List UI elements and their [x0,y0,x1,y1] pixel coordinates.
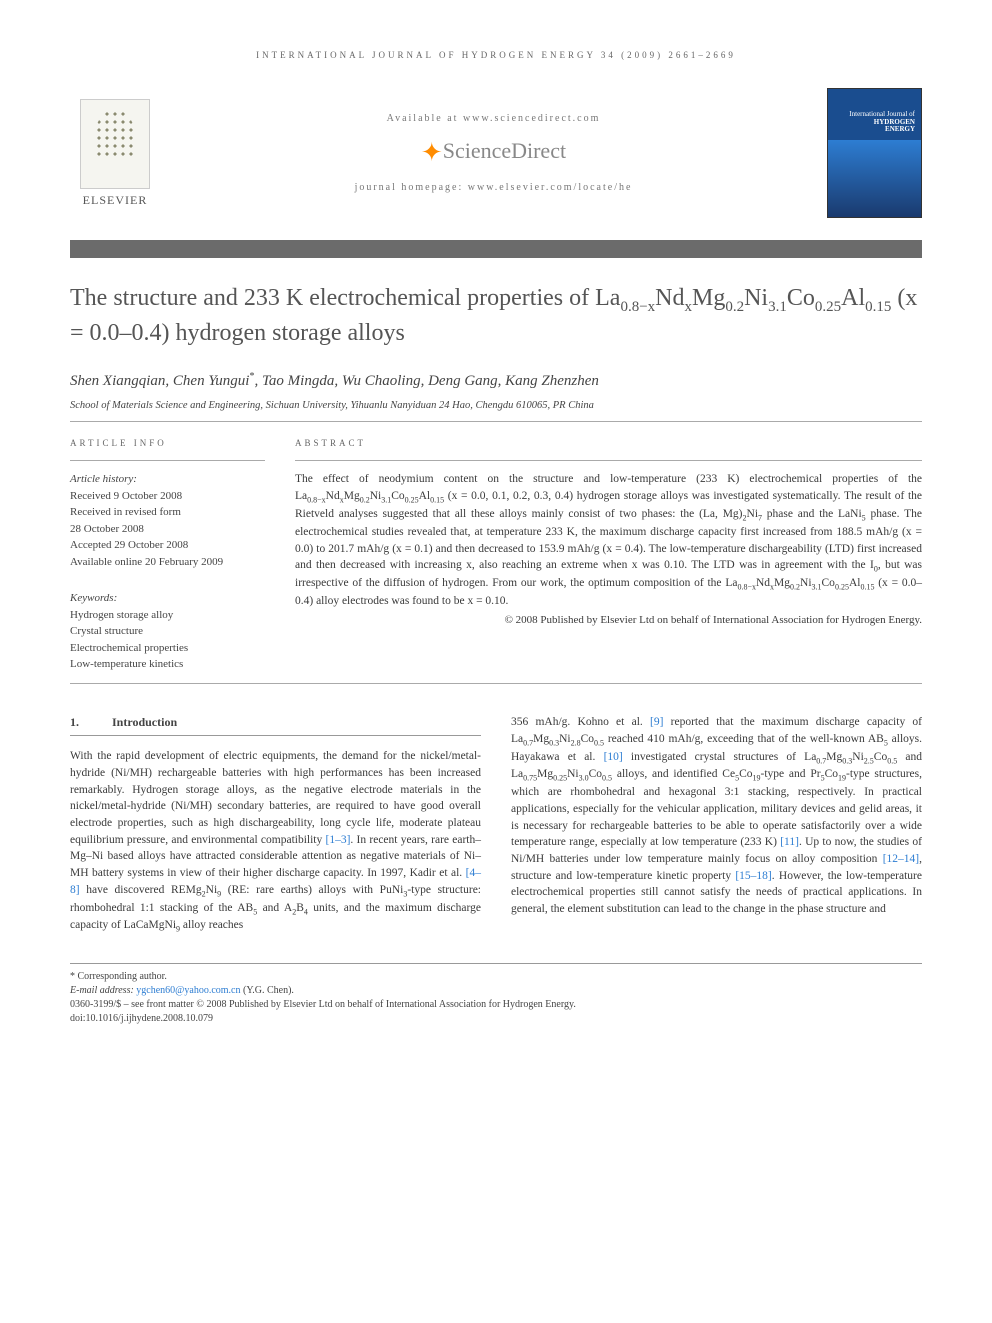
history-revised-2: 28 October 2008 [70,521,265,538]
history-revised-1: Received in revised form [70,504,265,521]
body-column-right: 356 mAh/g. Kohno et al. [9] reported tha… [511,714,922,935]
article-history: Article history: Received 9 October 2008… [70,471,265,570]
section-heading: 1.Introduction [70,714,481,736]
doi-line: doi:10.1016/j.ijhydene.2008.10.079 [70,1012,922,1026]
journal-cover-thumbnail: International Journal of HYDROGEN ENERGY [827,88,922,218]
email-name: (Y.G. Chen). [243,985,294,996]
cover-title: International Journal of HYDROGEN ENERGY [849,111,915,134]
article-info-label: ARTICLE INFO [70,438,265,448]
body-paragraph: With the rapid development of electric e… [70,748,481,935]
abstract-text: The effect of neodymium content on the s… [295,471,922,609]
affiliation: School of Materials Science and Engineer… [70,400,922,411]
history-label: Article history: [70,471,265,488]
keywords-label: Keywords: [70,590,265,607]
divider [70,421,922,422]
email-label: E-mail address: [70,985,134,996]
sciencedirect-logo: ✦ScienceDirect [160,138,827,168]
journal-homepage-link[interactable]: journal homepage: www.elsevier.com/locat… [160,182,827,193]
issn-line: 0360-3199/$ – see front matter © 2008 Pu… [70,998,922,1012]
publisher-logo-block: ELSEVIER [70,99,160,208]
masthead: ELSEVIER Available at www.sciencedirect.… [70,78,922,228]
author-email-link[interactable]: ygchen60@yahoo.com.cn [136,985,240,996]
keyword: Crystal structure [70,623,265,640]
author-list: Shen Xiangqian, Chen Yungui*, Tao Mingda… [70,371,922,390]
section-number: 1. [70,714,112,731]
history-online: Available online 20 February 2009 [70,554,265,571]
article-info-column: ARTICLE INFO Article history: Received 9… [70,438,265,673]
elsevier-tree-icon [80,99,150,189]
divider [70,683,922,684]
journal-citation-header: INTERNATIONAL JOURNAL OF HYDROGEN ENERGY… [70,50,922,60]
history-accepted: Accepted 29 October 2008 [70,537,265,554]
body-paragraph: 356 mAh/g. Kohno et al. [9] reported tha… [511,714,922,918]
separator-bar [70,240,922,258]
abstract-label: ABSTRACT [295,438,922,448]
info-abstract-row: ARTICLE INFO Article history: Received 9… [70,438,922,673]
sd-swirl-icon: ✦ [421,138,443,167]
publisher-name: ELSEVIER [70,193,160,208]
keyword: Low-temperature kinetics [70,656,265,673]
keywords-block: Keywords: Hydrogen storage alloy Crystal… [70,590,265,673]
body-column-left: 1.Introduction With the rapid developmen… [70,714,481,935]
available-at-text: Available at www.sciencedirect.com [160,113,827,124]
abstract-column: ABSTRACT The effect of neodymium content… [295,438,922,673]
keyword: Electrochemical properties [70,640,265,657]
corresponding-author: * Corresponding author. [70,970,922,984]
keyword: Hydrogen storage alloy [70,607,265,624]
section-title: Introduction [112,715,177,729]
body-columns: 1.Introduction With the rapid developmen… [70,714,922,935]
sd-name: ScienceDirect [443,138,566,163]
email-line: E-mail address: ygchen60@yahoo.com.cn (Y… [70,984,922,998]
masthead-center: Available at www.sciencedirect.com ✦Scie… [160,113,827,193]
history-received: Received 9 October 2008 [70,488,265,505]
page-footer: * Corresponding author. E-mail address: … [70,963,922,1026]
article-title: The structure and 233 K electrochemical … [70,282,922,349]
abstract-copyright: © 2008 Published by Elsevier Ltd on beha… [295,614,922,626]
